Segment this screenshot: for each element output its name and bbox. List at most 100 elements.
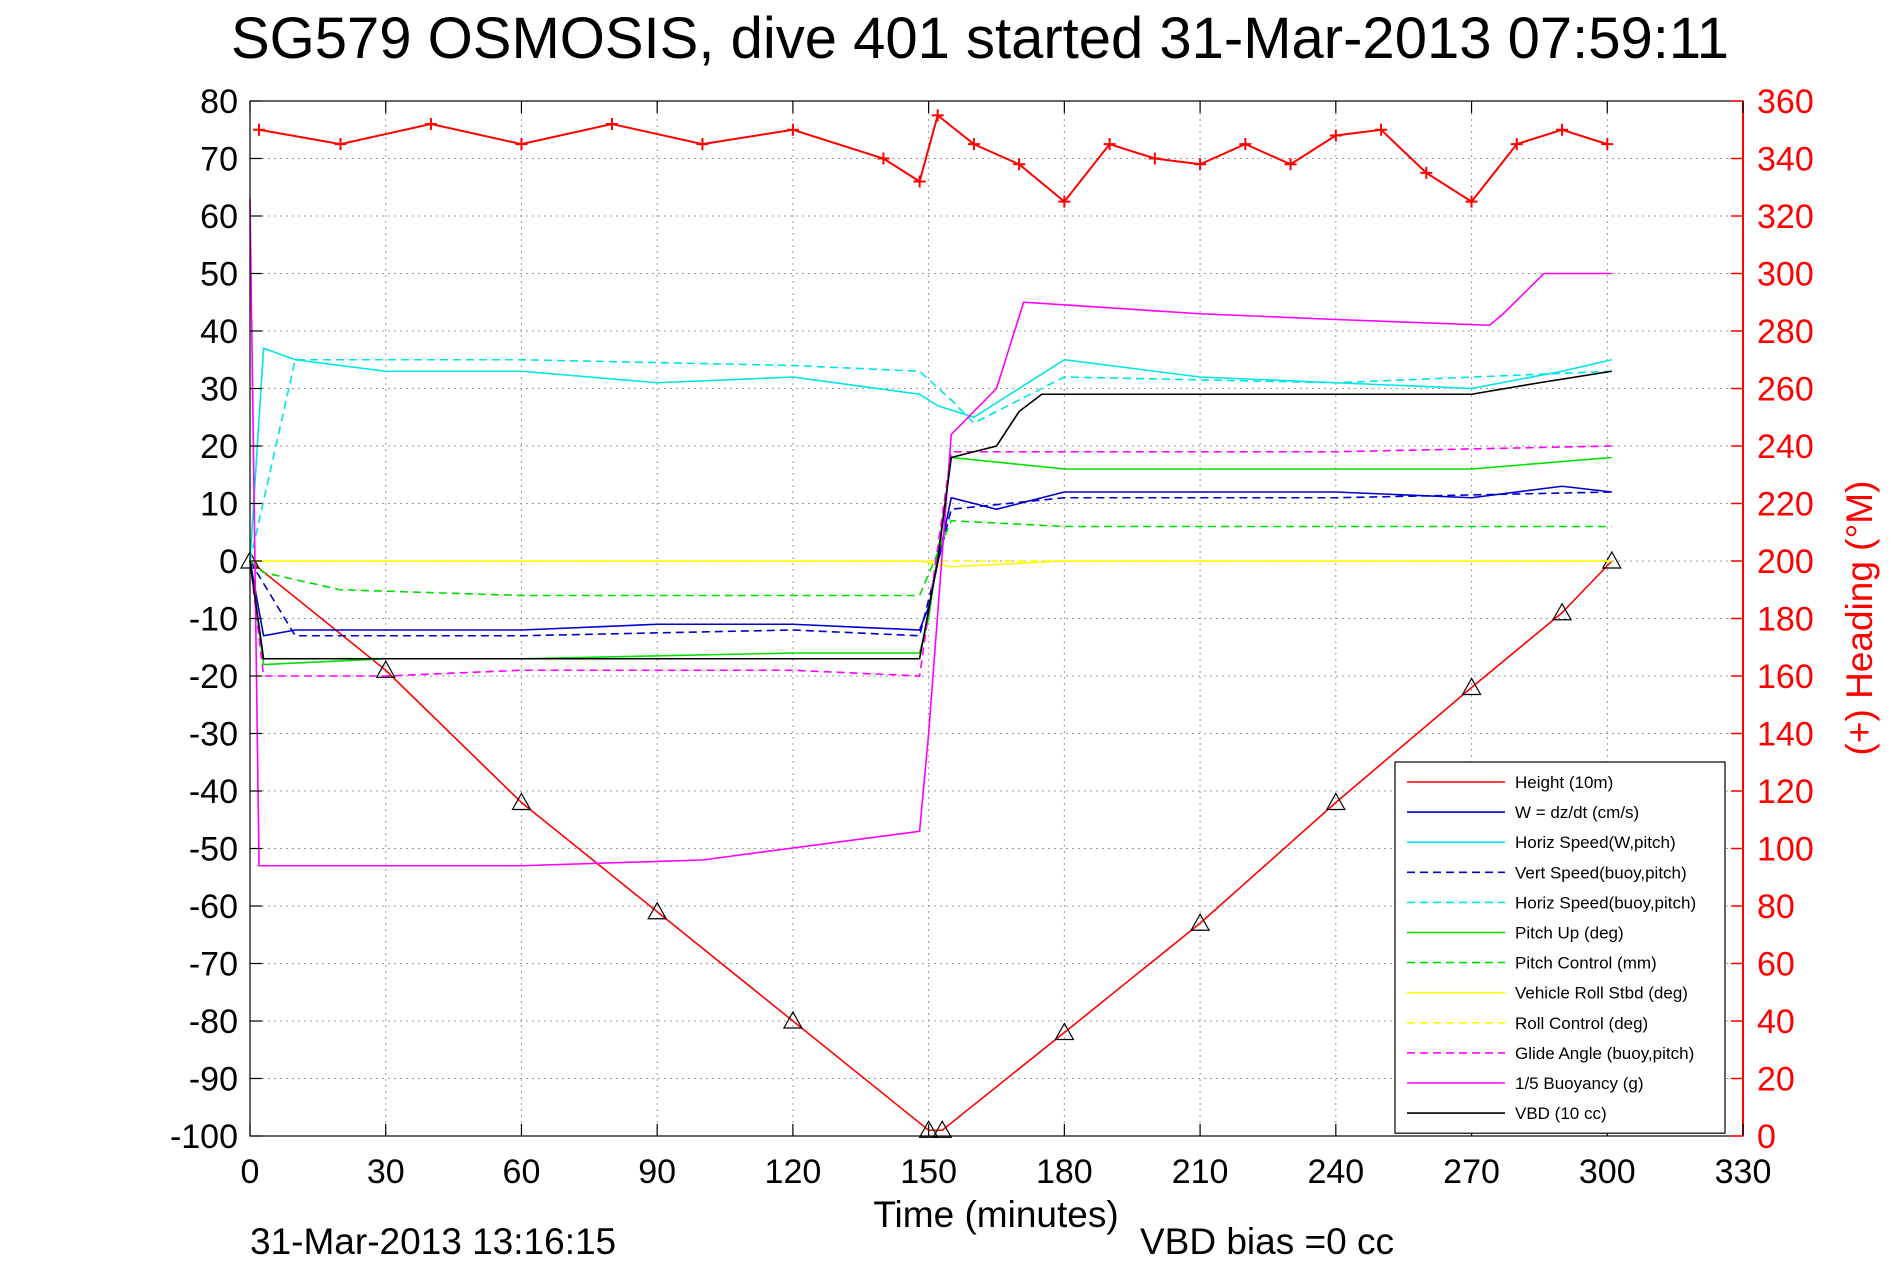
heading-point [786,123,799,136]
depth-marker [1325,792,1346,811]
heading-point [1239,138,1252,151]
heading-point [1465,195,1478,208]
heading-point [515,138,528,151]
right-tick-label: 80 [1757,888,1795,926]
series-line [249,370,1612,660]
depth-marker [1190,913,1211,931]
depth-marker [782,1010,803,1029]
heading-point [1420,166,1433,179]
legend-box [1394,761,1726,1134]
series [253,109,1614,208]
legend-entry: Vehicle Roll Stbd (deg) [1515,984,1688,1003]
y-tick-label: 50 [200,256,238,294]
legend-entry: W = dz/dt (cm/s) [1515,803,1639,822]
x-tick-label: 210 [1172,1153,1229,1191]
heading-point [1013,158,1026,171]
y-tick-label: -70 [189,946,238,984]
series [249,198,1612,867]
legend-entry: Pitch Control (mm) [1515,954,1657,973]
series [249,491,1612,637]
y-tick-label: 30 [200,371,238,409]
x-axis-label: Time (minutes) [873,1194,1118,1235]
series [249,358,1612,562]
x-tick-label: 30 [367,1153,405,1191]
right-tick-label: 340 [1757,141,1814,179]
right-tick-label: 100 [1757,831,1814,869]
right-tick-label: 40 [1757,1003,1795,1041]
right-tick-label: 140 [1757,716,1814,754]
heading-point [913,175,926,188]
y-tick-label: -40 [189,773,238,811]
legend-entry: 1/5 Buoyancy (g) [1515,1074,1644,1093]
y-tick-label: -60 [189,888,238,926]
right-tick-label: 260 [1757,371,1814,409]
y-tick-label: 0 [219,543,238,581]
depth-marker [1552,602,1573,621]
depth-marker [1601,550,1622,569]
right-tick-label: 220 [1757,486,1814,524]
x-tick-label: 60 [503,1153,541,1191]
chart-title: SG579 OSMOSIS, dive 401 started 31-Mar-2… [231,6,1729,71]
heading-point [1103,138,1116,151]
legend-entry: VBD (10 cc) [1515,1104,1607,1123]
series-layer [239,109,1622,1138]
legend: Height (10m) W = dz/dt (cm/s) Horiz Speed(… [1394,761,1726,1134]
right-tick-label: 200 [1757,543,1814,581]
right-tick-label: 60 [1757,946,1795,984]
y-tick-label: 70 [200,141,238,179]
series-line [249,445,1612,677]
series-line [249,560,1613,1132]
right-tick-label: 160 [1757,658,1814,696]
y-tick-label: 80 [200,83,238,121]
depth-marker [1461,677,1482,696]
footer-vbd-bias: VBD bias =0 cc [1140,1221,1394,1262]
x-tick-label: 150 [900,1153,957,1191]
depth-marker [375,660,396,678]
heading-point [967,138,980,151]
y-tick-label: -90 [189,1061,238,1099]
series [249,519,1612,597]
x-tick-label: 120 [765,1153,822,1191]
heading-point [605,118,618,130]
x-tick-label: 300 [1579,1153,1636,1191]
series-line [249,347,1612,562]
depth-marker [932,1120,953,1138]
series [249,370,1612,660]
footer-timestamp: 31-Mar-2013 13:16:15 [250,1221,616,1262]
legend-entry: Glide Angle (buoy,pitch) [1515,1044,1694,1063]
right-tick-label: 180 [1757,601,1814,639]
heading-point [1058,195,1071,208]
right-tick-label: 20 [1757,1061,1795,1099]
legend-entry: Horiz Speed(W,pitch) [1515,833,1676,852]
x-tick-label: 330 [1715,1153,1772,1191]
y-tick-label: -50 [189,831,238,869]
series-line [249,519,1612,597]
y-tick-label: 60 [200,198,238,236]
heading-point [334,138,347,151]
x-tick-label: 270 [1443,1153,1500,1191]
y-tick-label: -100 [170,1118,238,1156]
legend-entry: Roll Control (deg) [1515,1014,1648,1033]
heading-point [696,138,709,151]
series [249,347,1612,562]
heading-point [1329,129,1342,142]
series-line [249,358,1612,562]
heading-point [1601,138,1614,151]
y-tick-label: 40 [200,313,238,351]
series-line [249,198,1612,867]
right-tick-label: 240 [1757,428,1814,466]
y-tick-label: 10 [200,486,238,524]
y-tick-label: 20 [200,428,238,466]
heading-point [1148,152,1161,165]
x-tick-label: 240 [1307,1153,1364,1191]
y-tick-label: -30 [189,716,238,754]
series [249,445,1612,677]
depth-marker [511,792,532,811]
legend-entry: Height (10m) [1515,773,1613,792]
right-tick-label: 120 [1757,773,1814,811]
heading-point [877,152,890,165]
series [239,550,1622,1138]
x-tick-label: 90 [638,1153,676,1191]
right-tick-label: 0 [1757,1118,1776,1156]
